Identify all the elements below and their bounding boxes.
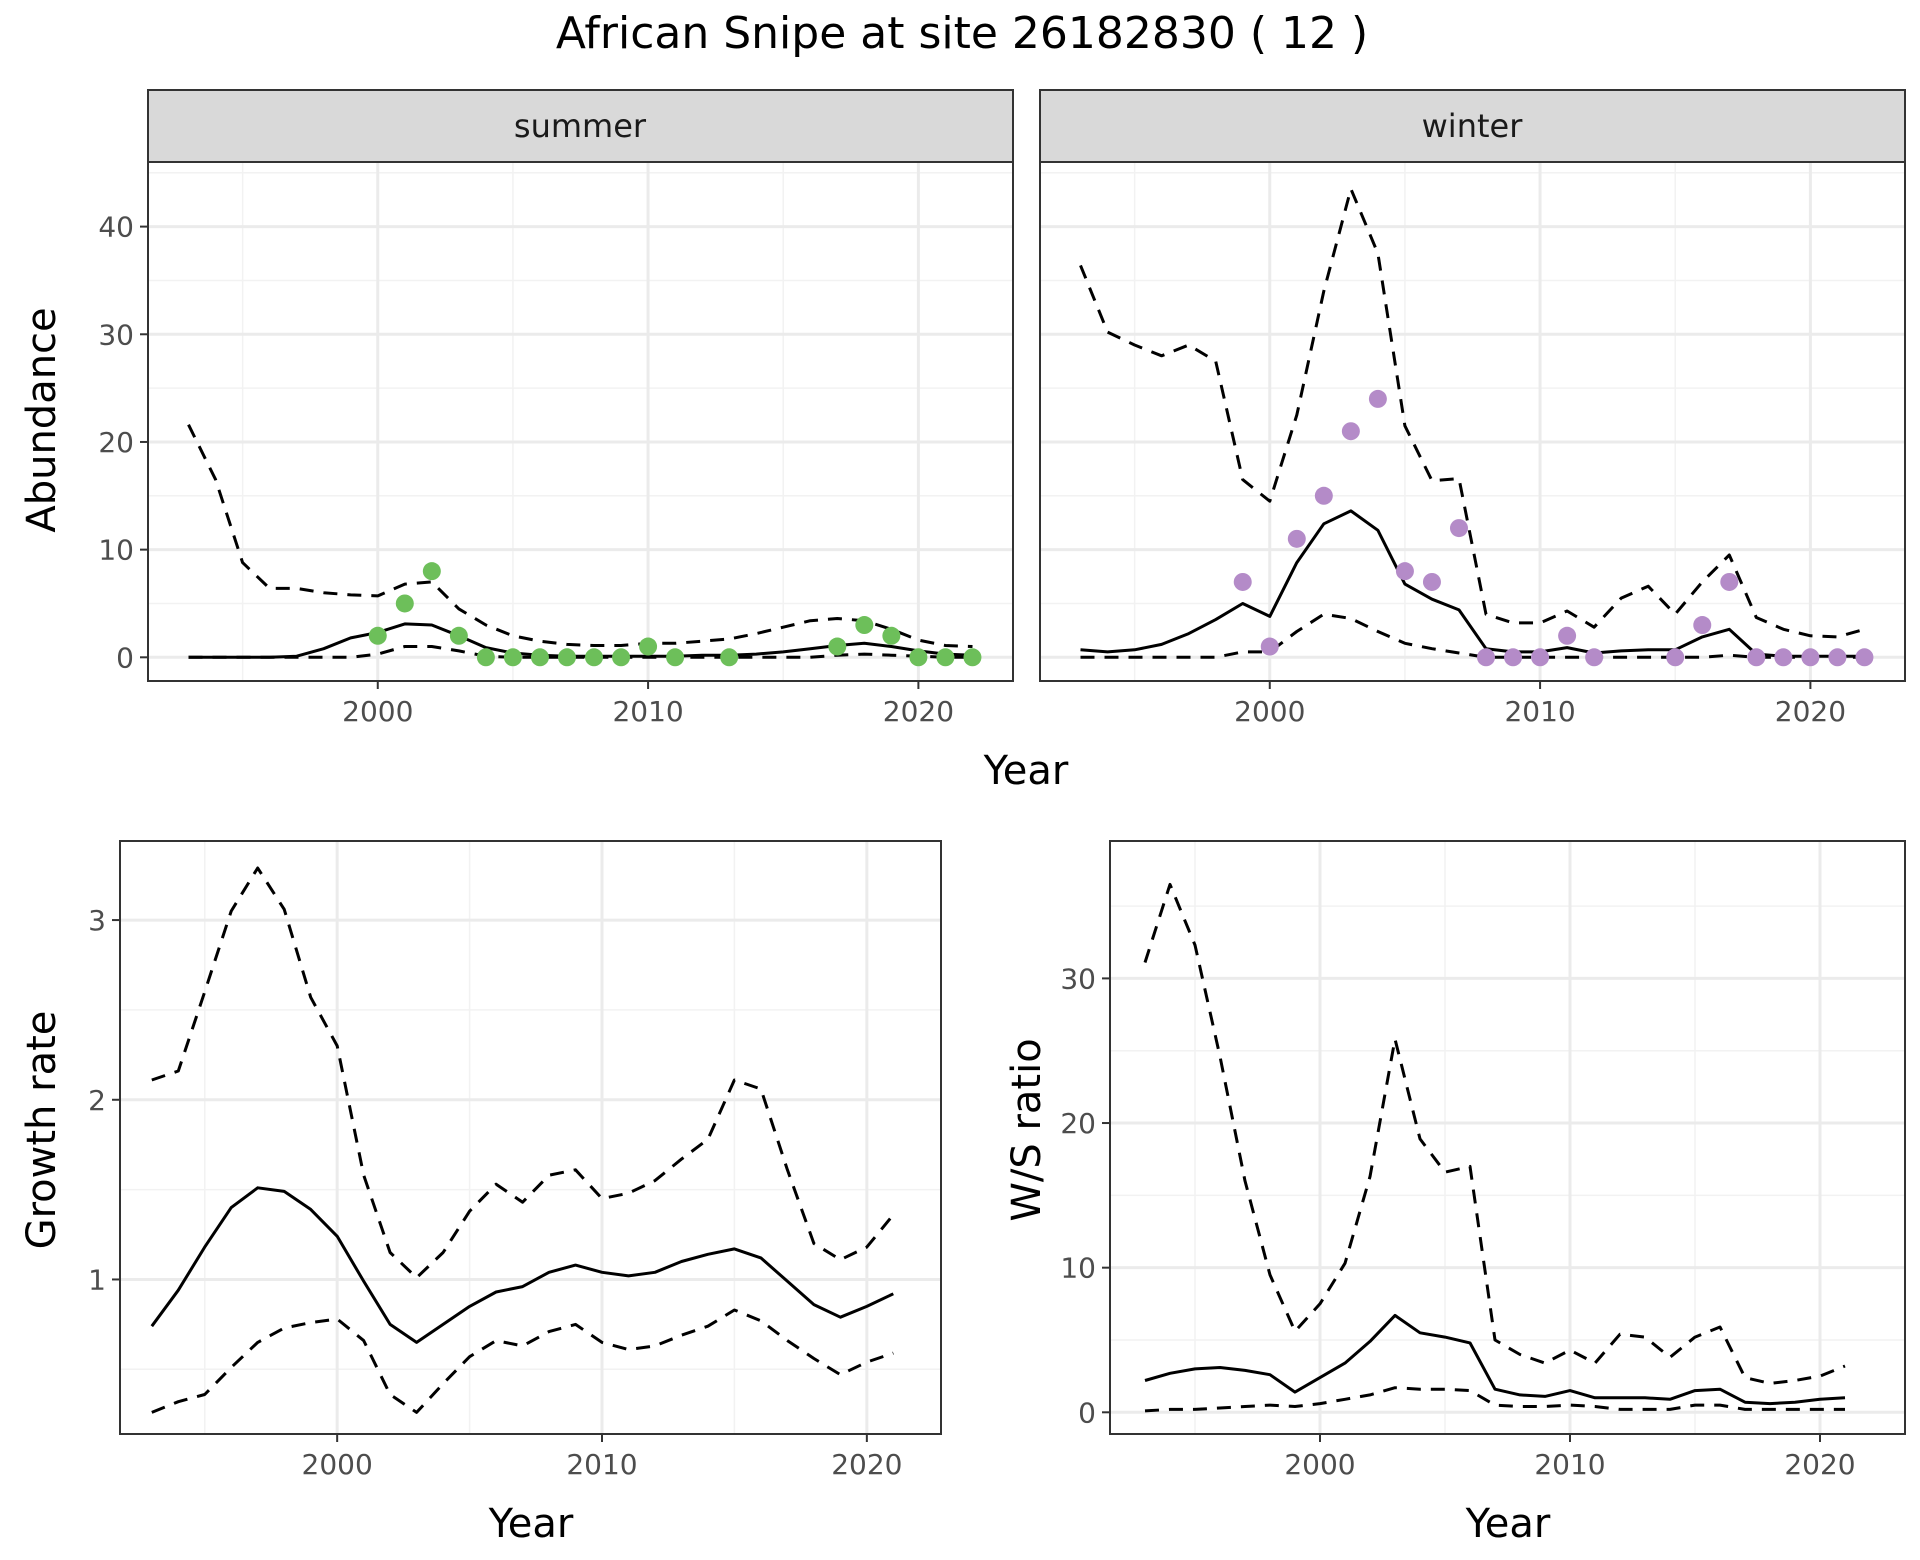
panel-border-ws [1109, 840, 1906, 1435]
observation-point [1855, 648, 1874, 667]
upper-bound-line [187, 424, 973, 648]
lower-bound-line [1080, 612, 1865, 659]
y-tick-label: 1 [88, 1263, 106, 1296]
y-tick-label: 30 [98, 318, 134, 351]
y-tick-label: 0 [1078, 1396, 1096, 1429]
x-tick-label: 2010 [612, 695, 683, 728]
observation-point [1531, 648, 1550, 667]
observation-point [1395, 562, 1414, 581]
y-axis-title-ws: W/S ratio [1004, 1038, 1050, 1221]
strip-summer [147, 89, 1014, 163]
observation-point [855, 616, 874, 635]
observation-point [1449, 519, 1468, 538]
observation-point [936, 648, 955, 667]
observation-point [1287, 529, 1306, 548]
x-axis-title-top: Year [983, 748, 1069, 794]
observation-point [1801, 648, 1820, 667]
lower-bound-line [188, 645, 973, 659]
panel-bg-growth [120, 841, 941, 1434]
x-axis-title-ws: Year [1465, 1501, 1551, 1547]
observation-point [1666, 648, 1685, 667]
observation-point [1314, 486, 1333, 505]
x-tick-label: 2010 [566, 1448, 637, 1481]
x-tick-label: 2000 [342, 695, 413, 728]
panel-border-winter [1039, 161, 1906, 682]
observation-point [1693, 616, 1712, 635]
x-tick-label: 2020 [1784, 1448, 1855, 1481]
figure-title: African Snipe at site 26182830 ( 12 ) [556, 8, 1368, 59]
strip-label-summer: summer [514, 107, 647, 145]
upper-bound-line [151, 866, 895, 1280]
y-tick-label: 10 [98, 534, 134, 567]
y-tick-label: 30 [1060, 962, 1096, 995]
observation-point [1477, 648, 1496, 667]
panel-bg-summer [148, 162, 1013, 681]
observation-point [666, 648, 685, 667]
observation-point [1368, 389, 1387, 408]
observation-point [1504, 648, 1523, 667]
y-tick-label: 20 [98, 426, 134, 459]
observation-point [1233, 572, 1252, 591]
strip-label-winter: winter [1422, 107, 1524, 145]
observation-point [612, 648, 631, 667]
observation-point [422, 562, 441, 581]
observation-point [449, 626, 468, 645]
x-tick-label: 2020 [831, 1448, 902, 1481]
upper-bound-line [1143, 882, 1846, 1385]
panel-border-growth [119, 840, 942, 1435]
panel-bg-winter [1040, 162, 1905, 681]
observation-point [1585, 648, 1604, 667]
x-tick-label: 2000 [1234, 695, 1305, 728]
y-tick-label: 0 [116, 641, 134, 674]
y-tick-label: 20 [1060, 1107, 1096, 1140]
observation-point [963, 648, 982, 667]
x-axis-title-growth: Year [488, 1501, 574, 1547]
observation-point [585, 648, 604, 667]
panel-ws: 2000 2010 2020 0 10 20 30 [1060, 840, 1906, 1481]
observation-point [1828, 648, 1847, 667]
y-tick-label: 3 [88, 904, 106, 937]
observation-point [557, 648, 576, 667]
x-tick-label: 2000 [302, 1448, 373, 1481]
observation-point [720, 648, 739, 667]
observation-point [530, 648, 549, 667]
observation-point [476, 648, 495, 667]
panel-bg-ws [1110, 841, 1905, 1434]
x-tick-label: 2010 [1534, 1448, 1605, 1481]
observation-point [909, 648, 928, 667]
y-tick-label: 10 [1060, 1252, 1096, 1285]
observation-point [503, 648, 522, 667]
observation-point [1558, 626, 1577, 645]
observation-point [1341, 422, 1360, 441]
observation-point [639, 637, 658, 656]
observation-point [1720, 572, 1739, 591]
x-tick-label: 2020 [883, 695, 954, 728]
estimate-line [1144, 1313, 1846, 1406]
x-tick-label: 2000 [1284, 1448, 1355, 1481]
strip-winter [1039, 89, 1906, 163]
x-tick-label: 2010 [1504, 695, 1575, 728]
y-tick-label: 40 [98, 211, 134, 244]
estimate-line [1080, 509, 1865, 658]
y-axis-title-abundance: Abundance [19, 307, 65, 532]
observation-point [395, 594, 414, 613]
lower-bound-line [151, 1308, 894, 1414]
panel-border-summer [147, 161, 1014, 682]
estimate-line [150, 1186, 894, 1344]
observation-point [368, 626, 387, 645]
y-tick-label: 2 [88, 1084, 106, 1117]
panel-summer: 2000 2010 2020 0 10 20 30 40 [98, 161, 1014, 728]
observation-point [1422, 572, 1441, 591]
observation-point [1774, 648, 1793, 667]
x-tick-label: 2020 [1775, 695, 1846, 728]
observation-point [1747, 648, 1766, 667]
y-axis-title-growth: Growth rate [19, 1011, 65, 1250]
panel-growth: 2000 2010 2020 1 2 3 [88, 840, 942, 1481]
panel-winter: 2000 2010 2020 [1039, 161, 1906, 728]
observation-point [828, 637, 847, 656]
observation-point [1260, 637, 1279, 656]
observation-point [882, 626, 901, 645]
